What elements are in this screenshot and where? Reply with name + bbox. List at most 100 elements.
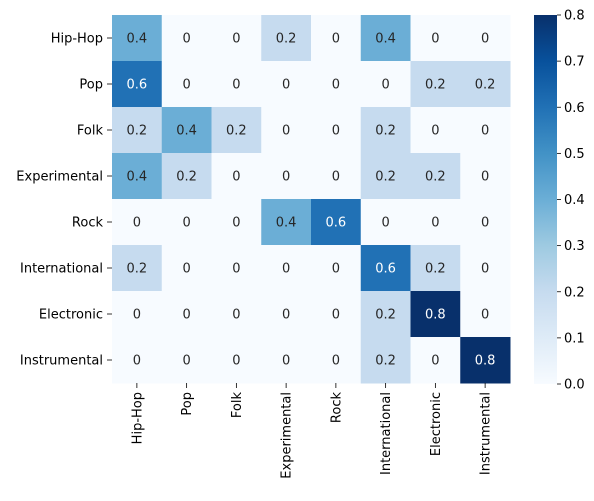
heatmap-cell xyxy=(410,337,461,384)
x-tick-label: Instrumental xyxy=(479,392,494,475)
cell-value-label: 0.2 xyxy=(127,124,148,139)
cell-value-label: 0.2 xyxy=(375,124,396,139)
heatmap-cell xyxy=(261,245,312,292)
heatmap-cell xyxy=(211,61,262,108)
cell-value-label: 0 xyxy=(332,354,340,369)
heatmap-cell xyxy=(161,15,212,62)
x-axis: Hip-Hop Pop Folk Experimental Rock Internatio… xyxy=(130,383,494,479)
heatmap-cell xyxy=(311,291,362,338)
heatmap-cell xyxy=(311,199,362,246)
heatmap-cell xyxy=(161,291,212,338)
cell-value-label: 0 xyxy=(332,32,340,47)
colorbar-tick-label: 0.0 xyxy=(564,378,585,393)
heatmap-cell xyxy=(211,153,262,200)
cell-value-label: 0 xyxy=(431,354,439,369)
heatmap-cell xyxy=(112,291,163,338)
x-tick-label: Electronic xyxy=(429,392,444,456)
heatmap-cell xyxy=(410,291,461,338)
heatmap-cell xyxy=(360,245,411,292)
heatmap-cell xyxy=(112,337,163,384)
x-tick-label: Experimental xyxy=(280,392,295,479)
cell-value-label: 0 xyxy=(431,216,439,231)
cell-value-label: 0 xyxy=(481,32,489,47)
heatmap-cell xyxy=(161,153,212,200)
cell-value-label: 0.2 xyxy=(475,78,496,93)
heatmap-cell xyxy=(211,337,262,384)
cell-value-label: 0 xyxy=(431,32,439,47)
heatmap-cell xyxy=(460,291,511,338)
y-tick-label: Hip-Hop xyxy=(51,32,103,47)
heatmap-cell xyxy=(211,245,262,292)
cell-value-label: 0 xyxy=(481,262,489,277)
x-tick-label: Rock xyxy=(329,392,344,424)
cell-value-label: 0.8 xyxy=(475,354,496,369)
heatmap-cells xyxy=(112,15,511,384)
heatmap-cell xyxy=(460,61,511,108)
cell-value-label: 0 xyxy=(481,124,489,139)
cell-value-label: 0.2 xyxy=(425,170,446,185)
cell-value-label: 0.2 xyxy=(127,262,148,277)
cell-value-label: 0 xyxy=(332,170,340,185)
heatmap-cell xyxy=(311,153,362,200)
heatmap-cell xyxy=(161,199,212,246)
x-tick-label: Hip-Hop xyxy=(130,392,145,444)
cell-value-label: 0.2 xyxy=(176,170,197,185)
cell-value-label: 0.2 xyxy=(425,262,446,277)
heatmap-cell xyxy=(311,107,362,154)
cell-value-label: 0 xyxy=(232,32,240,47)
cell-value-label: 0 xyxy=(232,354,240,369)
cell-value-label: 0 xyxy=(332,78,340,93)
heatmap-cell xyxy=(261,337,312,384)
heatmap-cell xyxy=(112,15,163,62)
cell-value-label: 0 xyxy=(133,308,141,323)
heatmap-cell xyxy=(211,107,262,154)
cell-value-label: 0 xyxy=(182,262,190,277)
x-tick-label: International xyxy=(379,392,394,475)
y-tick-label: Electronic xyxy=(39,308,103,323)
heatmap-cell xyxy=(360,61,411,108)
cell-value-label: 0.4 xyxy=(375,32,396,47)
cell-value-label: 0 xyxy=(232,216,240,231)
cell-value-label: 0.6 xyxy=(326,216,347,231)
heatmap-cell xyxy=(261,199,312,246)
cell-value-label: 0 xyxy=(332,124,340,139)
colorbar-gradient xyxy=(534,15,557,384)
heatmap-cell xyxy=(112,245,163,292)
colorbar-tick-label: 0.2 xyxy=(564,285,585,300)
colorbar-tick-label: 0.3 xyxy=(564,239,585,254)
heatmap-cell xyxy=(410,199,461,246)
heatmap-cell xyxy=(460,199,511,246)
cell-value-label: 0.4 xyxy=(276,216,297,231)
cell-value-label: 0 xyxy=(133,354,141,369)
heatmap-cell xyxy=(460,153,511,200)
heatmap-cell xyxy=(460,337,511,384)
cell-value-label: 0 xyxy=(332,308,340,323)
heatmap-cell xyxy=(410,15,461,62)
heatmap-cell xyxy=(311,61,362,108)
cell-value-label: 0 xyxy=(232,308,240,323)
cell-value-label: 0 xyxy=(282,124,290,139)
heatmap-cell xyxy=(360,199,411,246)
heatmap-cell xyxy=(112,153,163,200)
cell-value-label: 0 xyxy=(282,308,290,323)
cell-value-label: 0 xyxy=(182,354,190,369)
colorbar-tick-label: 0.1 xyxy=(564,331,585,346)
cell-value-label: 0.2 xyxy=(375,308,396,323)
cell-value-label: 0 xyxy=(481,308,489,323)
heatmap-cell xyxy=(261,107,312,154)
heatmap-cell xyxy=(112,107,163,154)
y-tick-label: Pop xyxy=(79,78,103,93)
heatmap-cell xyxy=(161,61,212,108)
heatmap-cell xyxy=(311,245,362,292)
cell-value-label: 0.4 xyxy=(127,32,148,47)
cell-value-label: 0 xyxy=(232,170,240,185)
cell-value-label: 0 xyxy=(381,216,389,231)
heatmap-cell xyxy=(460,107,511,154)
y-tick-label: Folk xyxy=(77,124,104,139)
heatmap-cell xyxy=(112,61,163,108)
y-tick-label: Rock xyxy=(72,216,104,231)
colorbar-tick-label: 0.7 xyxy=(564,55,585,70)
heatmap-cell xyxy=(261,61,312,108)
